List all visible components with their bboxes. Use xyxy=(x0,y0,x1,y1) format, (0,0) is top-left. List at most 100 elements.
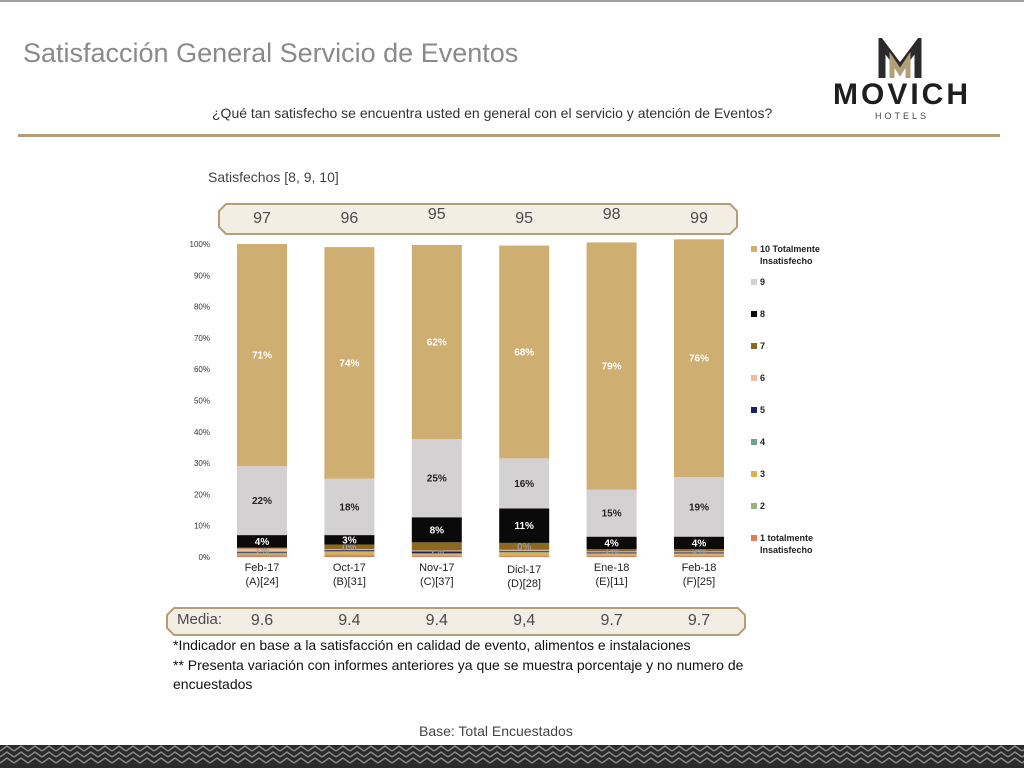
satisfied-value: 96 xyxy=(340,210,359,227)
bar-segment xyxy=(499,549,550,551)
bar-segment xyxy=(586,554,637,556)
data-label: 15% xyxy=(602,509,622,520)
data-label: 68% xyxy=(514,347,534,358)
data-label: 8% xyxy=(430,525,445,536)
chart-svg: 0%10%20%30%40%50%60%70%80%90%100%1%4%22%… xyxy=(190,239,724,562)
x-tick-label: Oct-17 (B)[31] xyxy=(309,561,389,589)
bar-segment xyxy=(411,542,462,551)
legend-swatch xyxy=(751,311,757,317)
bar-segment xyxy=(586,555,637,557)
movich-logo-graphic: MOVICH HOTELS xyxy=(833,33,971,121)
x-tick-label-line: Nov-17 xyxy=(419,562,455,574)
bar-segment xyxy=(674,555,724,557)
x-tick-label-line: Ene-18 xyxy=(593,562,630,574)
data-label: 18% xyxy=(339,502,359,513)
footnote-variation: ** Presenta variación con informes anter… xyxy=(173,657,744,692)
legend-label: 4 xyxy=(760,437,766,447)
bar-segment xyxy=(586,242,637,490)
bar-segment xyxy=(411,244,462,439)
data-label: 71% xyxy=(252,351,272,362)
x-tick-label-line: (F)[25] xyxy=(682,576,716,588)
legend-swatch xyxy=(751,503,757,509)
bar-segment xyxy=(586,536,637,550)
bar-segment xyxy=(237,552,287,554)
y-tick-label: 60% xyxy=(194,365,210,374)
bar-segment xyxy=(411,554,462,556)
y-tick-label: 50% xyxy=(194,397,210,406)
satisfied-value: 98 xyxy=(602,206,621,223)
legend-swatch xyxy=(751,407,757,413)
media-value: 9.7 xyxy=(600,612,623,629)
legend-swatch xyxy=(751,471,757,477)
bar-segment xyxy=(237,553,287,555)
y-tick-label: 0% xyxy=(198,553,210,562)
x-tick-label-line: Oct-17 xyxy=(332,562,366,574)
x-tick-label-line: Feb-18 xyxy=(681,562,717,574)
bar-segment xyxy=(499,245,550,459)
media-band-shape xyxy=(166,607,746,636)
satisfied-value: 97 xyxy=(253,210,271,227)
brand-divider xyxy=(18,134,1000,137)
legend-label: 5 xyxy=(760,405,766,415)
y-tick-label: 30% xyxy=(194,459,210,468)
legend-label: 7 xyxy=(760,341,766,351)
bar-segment xyxy=(324,478,375,536)
bar-segment xyxy=(499,508,550,543)
x-tick-label-line: Feb-17 xyxy=(244,562,280,574)
x-tick-label-line: Dicl-17 xyxy=(507,564,542,576)
legend-label: 1 totalmente Insatisfecho xyxy=(760,533,814,555)
bar-segment xyxy=(324,544,375,550)
satisfied-value: 95 xyxy=(515,210,534,227)
data-label: 16% xyxy=(514,479,534,490)
bar-segment xyxy=(411,551,462,554)
x-tick-label-line: (D)[28] xyxy=(507,578,541,590)
media-band: Media: 9.6 9.4 9.4 9,4 9.7 9.7 xyxy=(166,607,746,636)
data-label: 4% xyxy=(255,537,270,548)
top-border xyxy=(0,0,1024,2)
bar-segment xyxy=(499,542,550,550)
bar-segment xyxy=(237,535,287,548)
media-label: Media: xyxy=(177,611,223,628)
satisfied-band-shape xyxy=(218,203,738,235)
movich-logo: MOVICH HOTELS xyxy=(816,33,988,124)
bar-segment xyxy=(324,550,375,552)
chart-subtitle: Satisfechos [8, 9, 10] xyxy=(208,169,339,185)
logo-brand-text: MOVICH xyxy=(833,78,971,111)
bar-segment xyxy=(674,554,724,556)
legend-label: 8 xyxy=(760,309,766,319)
footnote-indicator: *Indicador en base a la satisfacción en … xyxy=(173,637,691,653)
satisfied-value: 99 xyxy=(690,210,708,227)
data-label: 0% xyxy=(692,546,707,557)
media-value: 9.6 xyxy=(250,612,274,629)
bar-segment xyxy=(586,551,637,553)
x-tick-label-line: (E)[11] xyxy=(595,576,628,588)
bar-segment xyxy=(411,556,462,557)
data-label: 11% xyxy=(514,521,534,532)
decorative-footer xyxy=(0,745,1024,768)
legend-swatch xyxy=(751,375,757,381)
legend-swatch xyxy=(751,279,757,285)
y-tick-label: 80% xyxy=(194,303,210,312)
data-label: 74% xyxy=(339,358,359,369)
legend-label: 2 xyxy=(760,501,766,511)
data-label: 0% xyxy=(517,542,532,553)
data-label: 4% xyxy=(692,538,707,549)
x-tick-label: Nov-17 (C)[37] xyxy=(397,561,477,589)
bar-segment xyxy=(674,552,724,554)
logo-tagline-text: HOTELS xyxy=(875,111,929,121)
bar-segment xyxy=(324,551,375,555)
bar-segment xyxy=(586,556,637,557)
bar-segment xyxy=(674,239,724,478)
bar-segment xyxy=(499,552,550,556)
satisfied-value: 95 xyxy=(427,206,446,223)
bar-segment xyxy=(237,466,287,536)
data-label: 1% xyxy=(430,546,445,557)
bar-segment xyxy=(586,549,637,552)
legend-swatch xyxy=(751,246,757,252)
bar-segment xyxy=(674,551,724,553)
bar-segment xyxy=(674,536,724,550)
bar-segment xyxy=(237,547,287,549)
data-label: 0% xyxy=(342,542,357,553)
legend-label: 6 xyxy=(760,373,766,383)
bar-segment xyxy=(237,554,287,556)
